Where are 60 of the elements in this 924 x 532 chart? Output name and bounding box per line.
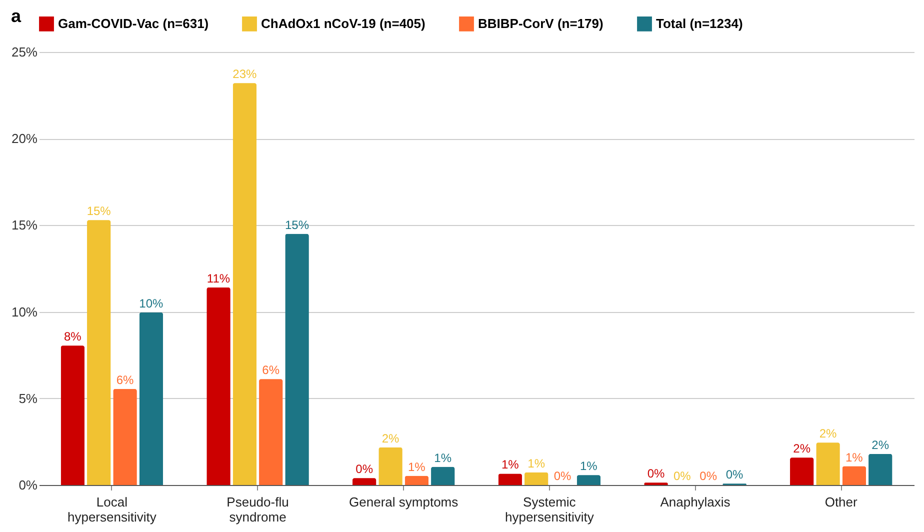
bar — [285, 234, 309, 485]
data-label: 1% — [408, 460, 426, 474]
bar — [259, 379, 283, 485]
data-label: 0% — [554, 469, 572, 483]
data-label: 1% — [580, 459, 598, 474]
data-label: 6% — [262, 363, 280, 378]
data-label: 0% — [726, 468, 744, 482]
y-tick-label: 10% — [11, 304, 38, 320]
data-label: 10% — [139, 296, 164, 310]
data-label: 2% — [793, 442, 811, 456]
x-tick-label: Other — [824, 494, 858, 510]
data-label: 2% — [872, 438, 890, 452]
data-label: 0% — [700, 469, 718, 483]
data-label: 23% — [232, 67, 257, 82]
legend-label: ChAdOx1 nCoV-19 (n=405) — [261, 16, 426, 31]
chart-title: a — [10, 6, 22, 26]
legend-label: Total (n=1234) — [656, 16, 743, 31]
y-tick-label: 5% — [18, 390, 38, 406]
bar — [842, 466, 866, 485]
data-label: 11% — [206, 272, 230, 286]
data-label: 8% — [64, 330, 82, 344]
data-label: 1% — [501, 458, 520, 472]
y-tick-label: 20% — [11, 131, 38, 146]
bar — [232, 83, 256, 485]
legend-label: BBIBP-CorV (n=179) — [478, 16, 604, 31]
bar — [868, 454, 892, 485]
bar — [206, 288, 230, 485]
bar — [60, 346, 84, 485]
y-tick-label: 25% — [11, 44, 38, 60]
data-label: 15% — [284, 218, 310, 232]
x-tick-label: Local hypersensitivity — [67, 494, 157, 524]
bar — [404, 476, 428, 485]
bar — [139, 312, 163, 485]
legend-label: Gam-COVID-Vac (n=631) — [58, 16, 209, 31]
x-tick-label: General symptoms — [349, 494, 459, 510]
data-label: 6% — [116, 373, 134, 388]
bar — [790, 458, 814, 485]
bar — [576, 475, 600, 485]
data-label: 2% — [819, 426, 837, 441]
data-label: 1% — [846, 450, 864, 464]
y-tick-label: 0% — [18, 478, 38, 492]
bar — [352, 478, 376, 485]
data-label: 15% — [86, 204, 112, 218]
x-tick-label: Anaphylaxis — [660, 494, 731, 510]
data-label: 0% — [673, 469, 692, 483]
bar — [816, 442, 840, 485]
bar — [113, 389, 137, 485]
data-label: 1% — [434, 450, 452, 465]
bar — [87, 220, 111, 485]
data-label: 0% — [647, 466, 665, 481]
x-tick-label: Systemic hypersensitivity — [504, 494, 594, 524]
data-label: 1% — [528, 456, 546, 470]
bar — [524, 472, 548, 485]
y-tick-label: 15% — [11, 218, 38, 233]
x-tick-label: Pseudo-flu syndrome — [226, 494, 289, 524]
bar — [378, 447, 402, 485]
data-label: 0% — [356, 462, 374, 476]
data-label: 2% — [382, 431, 400, 446]
bar — [431, 466, 455, 485]
bar — [498, 474, 522, 485]
